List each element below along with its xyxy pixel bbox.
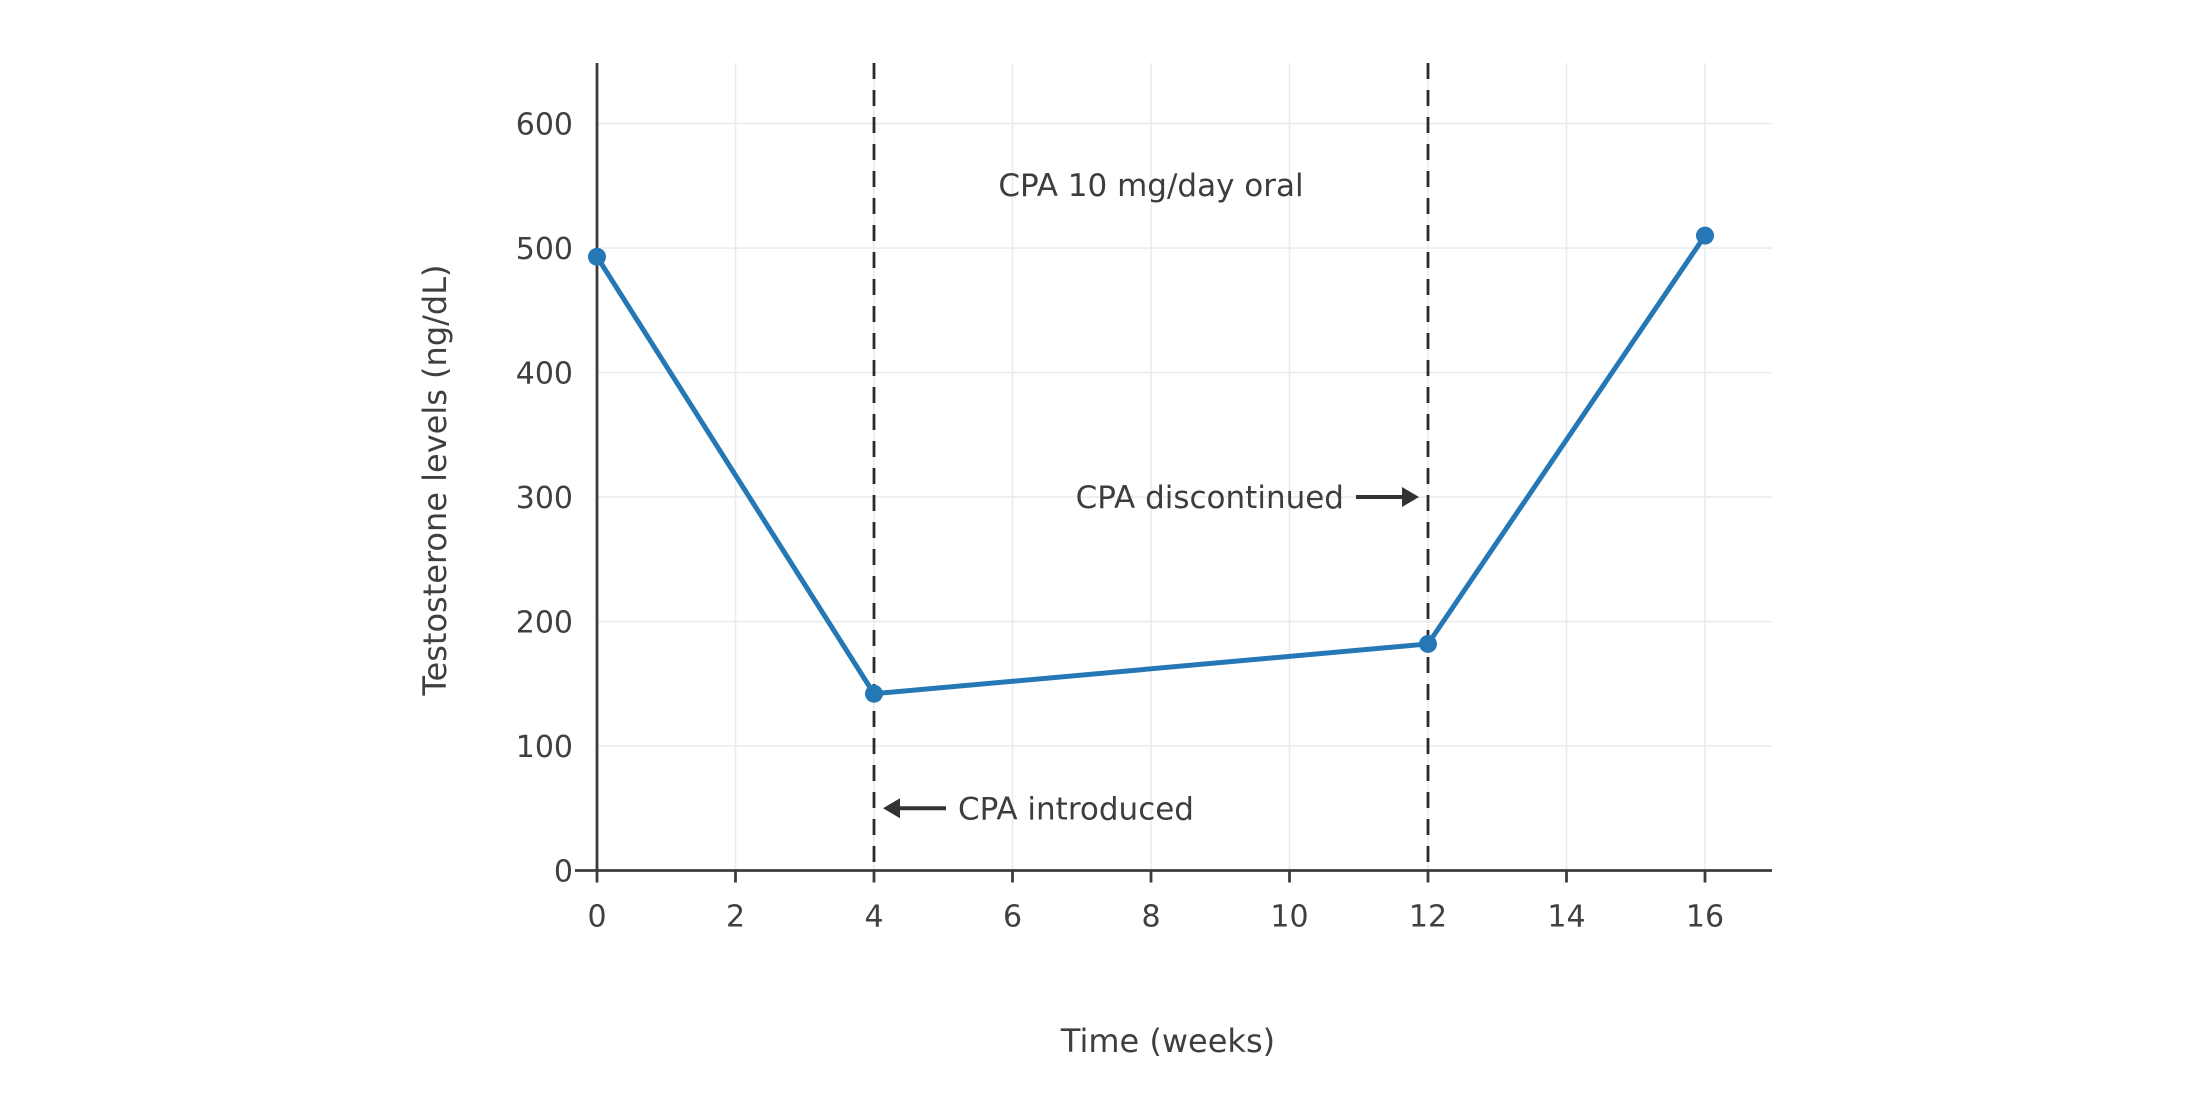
data-point: [1696, 226, 1714, 245]
y-tick-label: 0: [554, 855, 573, 890]
x-tick-label: 4: [864, 900, 883, 935]
y-axis-title: Testosterone levels (ng/dL): [416, 264, 454, 696]
x-tick-label: 8: [1141, 900, 1160, 935]
data-point: [588, 247, 606, 266]
right-arrow-icon: [1402, 487, 1419, 508]
y-tick-label: 500: [516, 232, 573, 267]
data-point: [865, 684, 883, 703]
x-tick-label: 6: [1003, 900, 1022, 935]
annotation-text: CPA discontinued: [1076, 480, 1344, 516]
x-tick-label: 0: [587, 900, 606, 935]
left-arrow-icon: [883, 798, 900, 819]
y-tick-label: 300: [516, 481, 573, 516]
annotation-text: CPA introduced: [958, 791, 1194, 827]
x-tick-label: 16: [1686, 900, 1724, 935]
series-line: [594, 233, 1708, 697]
annotation-text: CPA 10 mg/day oral: [998, 168, 1303, 204]
x-tick-label: 2: [726, 900, 745, 935]
y-tick-label: 400: [516, 357, 573, 392]
y-tick-label: 200: [516, 606, 573, 641]
data-point: [1419, 634, 1437, 653]
x-tick-label: 14: [1547, 900, 1585, 935]
x-axis-title: Time (weeks): [1060, 1022, 1276, 1060]
y-tick-label: 600: [516, 108, 573, 143]
y-tick-label: 100: [516, 730, 573, 765]
x-tick-label: 12: [1409, 900, 1447, 935]
x-tick-label: 10: [1270, 900, 1308, 935]
